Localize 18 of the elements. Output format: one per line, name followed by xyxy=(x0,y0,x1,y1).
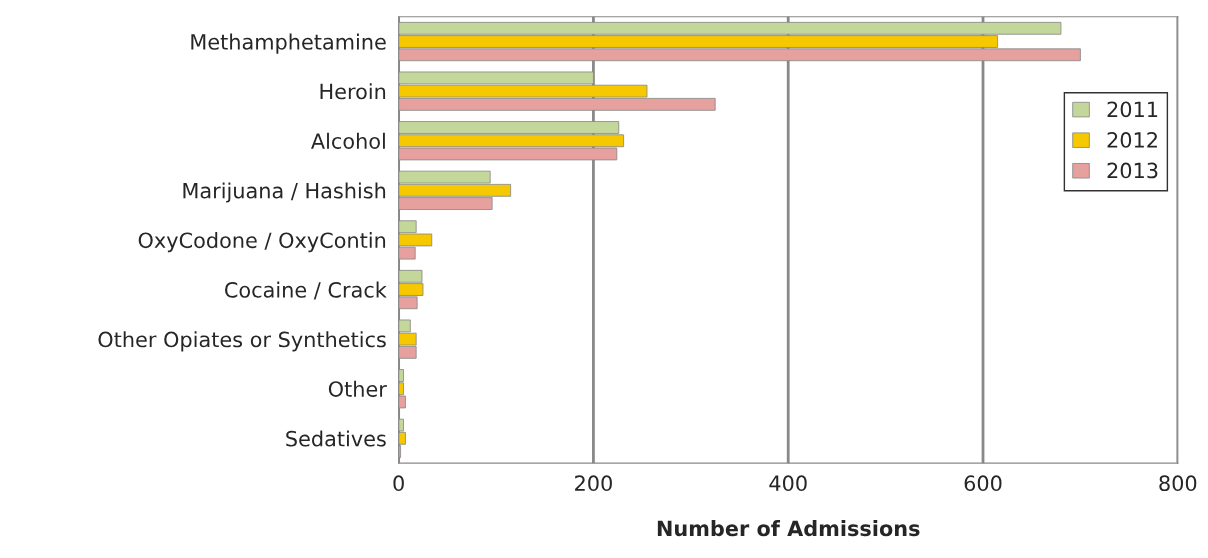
x-tick-label: 0 xyxy=(393,475,404,492)
y-tick-label: Other Opiates or Synthetics xyxy=(98,331,386,352)
y-tick-label: Cocaine / Crack xyxy=(225,281,387,300)
y-tick-label: Heroin xyxy=(320,83,386,100)
x-tick-label: 400 xyxy=(769,475,807,492)
x-tick-label: 600 xyxy=(964,475,1002,492)
legend-label: 2011 xyxy=(1107,101,1158,118)
y-tick-label: Alcohol xyxy=(311,132,385,149)
x-tick-label: 800 xyxy=(1159,475,1197,492)
x-tick-label: 200 xyxy=(575,475,612,492)
legend-label: 2013 xyxy=(1107,162,1158,179)
y-tick-label: Marijuana / Hashish xyxy=(183,182,386,203)
y-tick-label: Methamphetamine xyxy=(191,33,386,54)
x-axis-title: Number of Admissions xyxy=(657,520,920,537)
y-tick-label: Other xyxy=(328,380,387,397)
legend-label: 2012 xyxy=(1107,132,1157,148)
y-tick-label: OxyCodone / OxyContin xyxy=(138,232,386,253)
y-tick-label: Sedatives xyxy=(286,430,386,447)
